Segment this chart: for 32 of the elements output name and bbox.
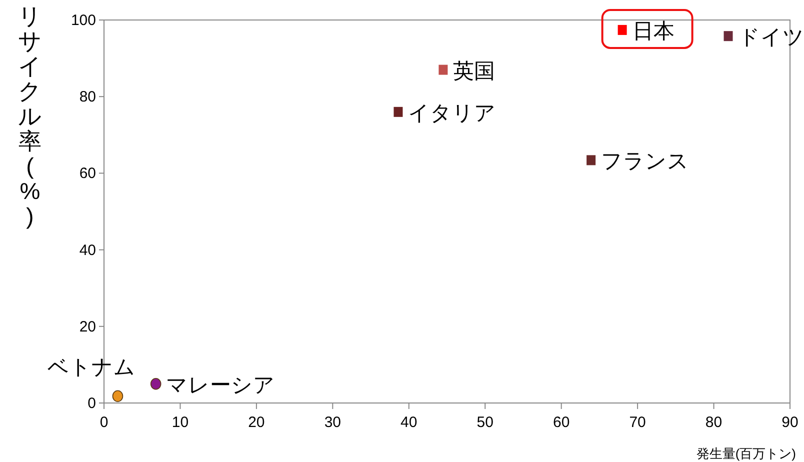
x-tick-label: 10 bbox=[172, 414, 189, 431]
series-label: 英国 bbox=[453, 60, 496, 83]
x-tick-label: 70 bbox=[629, 414, 646, 431]
point bbox=[150, 378, 162, 390]
series-label: マレーシア bbox=[166, 374, 275, 397]
series-label: ベトナム bbox=[48, 356, 136, 380]
y-tick-label: 100 bbox=[70, 12, 96, 29]
series-label: ドイツ bbox=[738, 26, 804, 50]
x-tick-label: 80 bbox=[705, 414, 722, 431]
point bbox=[112, 390, 124, 402]
point bbox=[618, 24, 627, 35]
y-tick-label: 60 bbox=[79, 165, 96, 182]
y-tick-label: 20 bbox=[79, 318, 96, 336]
series-label: 日本 bbox=[632, 20, 674, 43]
y-tick-label: 80 bbox=[79, 88, 96, 106]
x-tick-label: 30 bbox=[324, 414, 342, 431]
x-axis-title: 発生量(百万トン) bbox=[696, 446, 796, 461]
point bbox=[394, 106, 403, 117]
x-tick-label: 0 bbox=[100, 414, 108, 431]
text: リサイクル率(%) bbox=[18, 3, 42, 229]
series-label: フランス bbox=[601, 150, 690, 174]
y-tick-label: 0 bbox=[88, 395, 96, 412]
x-tick-label: 50 bbox=[476, 414, 494, 431]
series-label: イタリア bbox=[408, 102, 496, 125]
point bbox=[724, 31, 733, 42]
point bbox=[586, 155, 596, 166]
y-tick-label: 40 bbox=[79, 242, 96, 259]
x-tick-label: 60 bbox=[552, 414, 570, 431]
point bbox=[438, 64, 448, 75]
x-tick-label: 40 bbox=[400, 414, 418, 431]
x-tick-label: 90 bbox=[782, 414, 798, 431]
x-tick-label: 20 bbox=[248, 414, 265, 431]
